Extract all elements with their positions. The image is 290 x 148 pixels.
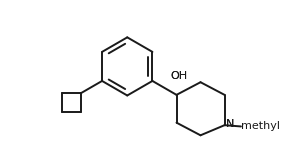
Text: methyl: methyl bbox=[242, 122, 280, 131]
Text: OH: OH bbox=[171, 71, 188, 81]
Text: N: N bbox=[226, 119, 235, 129]
Text: N: N bbox=[226, 119, 235, 129]
Text: OH: OH bbox=[171, 71, 188, 81]
